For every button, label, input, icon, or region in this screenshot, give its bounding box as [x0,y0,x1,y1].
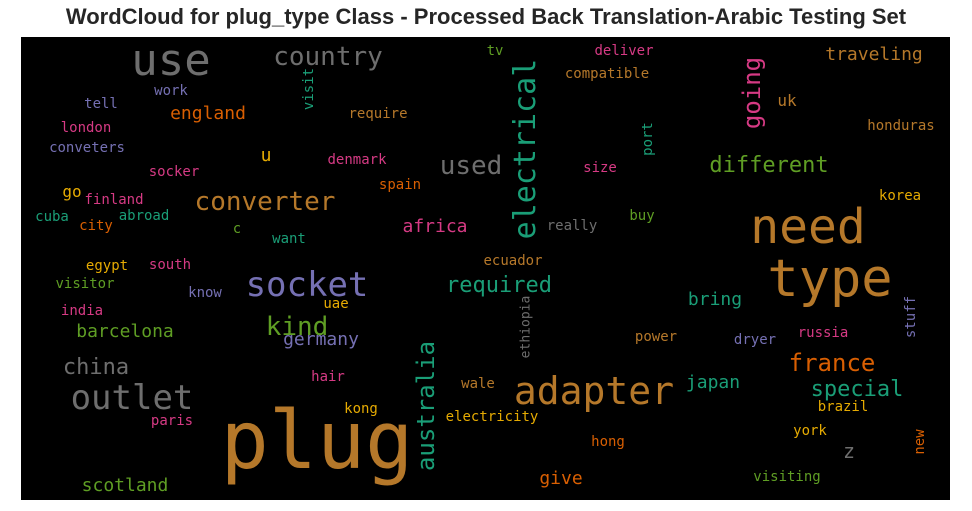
word-power: power [634,329,678,345]
word-hong: hong [591,434,625,450]
word-special: special [810,377,904,402]
word-abroad: abroad [118,208,170,224]
word-barcelona: barcelona [76,321,174,342]
word-socker: socker [148,164,200,180]
word-finland: finland [84,192,144,208]
word-required: required [446,273,552,298]
word-socket: socket [245,265,369,305]
word-different: different [709,153,829,178]
word-conveters: conveters [49,140,125,156]
word-ethiopia: ethiopia [518,295,534,359]
word-buy: buy [629,208,655,224]
word-africa: africa [402,216,468,237]
word-country: country [273,42,383,72]
word-kong: kong [344,401,378,417]
word-give: give [539,468,583,489]
word-going: going [738,56,766,130]
word-brazil: brazil [817,399,869,415]
word-london: london [60,120,112,136]
word-dryer: dryer [733,332,777,348]
word-z: z [842,439,856,463]
word-kind: kind [265,312,329,342]
word-new: new [912,429,928,455]
word-south: south [148,257,192,273]
word-tv: tv [486,43,504,59]
word-france: france [788,349,876,377]
word-scotland: scotland [81,475,169,496]
word-russia: russia [797,325,849,341]
word-plug: plug [220,394,414,487]
word-want: want [272,231,306,247]
word-deliver: deliver [594,43,654,59]
word-used: used [439,151,503,181]
word-spain: spain [378,177,422,193]
word-england: england [170,103,246,124]
word-uk: uk [777,91,797,110]
word-india: india [60,303,104,319]
word-electricity: electricity [445,409,539,425]
word-traveling: traveling [825,44,923,65]
word-city: city [79,218,113,234]
word-type: type [767,249,893,309]
word-hair: hair [311,369,345,385]
wordcloud-canvas: plug need type adapter use socket outlet electr… [21,37,950,500]
word-require: require [348,106,408,122]
word-york: york [793,423,827,439]
word-cuba: cuba [35,209,69,225]
word-adapter: adapter [513,369,675,413]
word-size: size [583,160,617,176]
word-china: china [62,355,130,380]
word-know: know [188,285,222,301]
word-port: port [640,122,656,156]
word-c: c [232,221,242,237]
word-egypt: egypt [85,258,129,274]
chart-title: WordCloud for plug_type Class - Processe… [65,4,907,29]
word-uae: uae [323,296,349,312]
word-need: need [750,199,866,255]
word-stuff: stuff [903,295,919,339]
word-japan: japan [685,372,741,393]
word-visitor: visitor [55,276,115,292]
word-visit: visit [301,67,317,111]
word-work: work [154,83,188,99]
word-germany: germany [283,329,359,350]
word-denmark: denmark [327,152,387,168]
word-compatible: compatible [564,66,650,82]
word-use: use [131,37,211,86]
word-honduras: honduras [867,118,935,134]
word-ecuador: ecuador [483,253,543,269]
word-converter: converter [194,187,336,217]
word-australia: australia [412,340,440,472]
word-korea: korea [878,188,922,204]
word-really: really [546,218,598,234]
word-wale: wale [461,376,495,392]
word-paris: paris [150,413,194,429]
word-go: go [62,182,82,201]
word-outlet: outlet [70,378,194,418]
word-electrical: electrical [508,58,543,240]
word-u: u [260,145,272,166]
word-tell: tell [84,96,118,112]
word-bring: bring [687,289,743,310]
word-visiting: visiting [753,469,821,485]
